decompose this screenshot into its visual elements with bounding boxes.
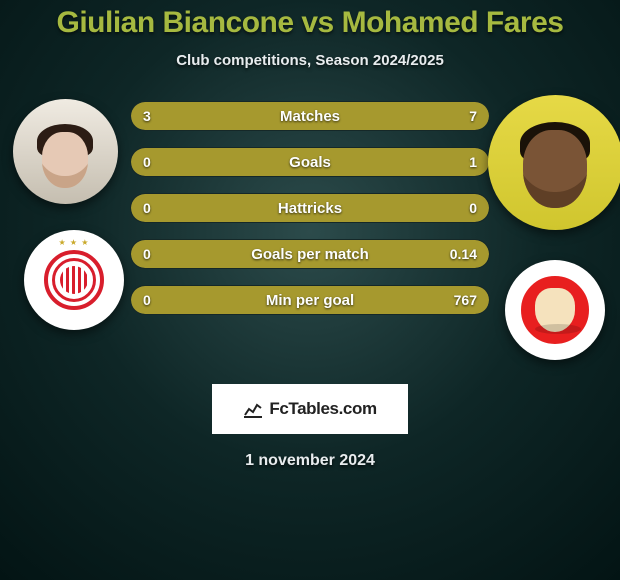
crest-stars-icon: ★ ★ ★ [59, 238, 90, 247]
player-avatar-left [13, 99, 118, 204]
crest-stripes-icon [60, 266, 88, 294]
club-crest-right [518, 273, 592, 347]
branding-text: FcTables.com [269, 399, 376, 419]
stat-label: Matches [131, 102, 489, 130]
player-avatar-right [488, 95, 620, 230]
subtitle: Club competitions, Season 2024/2025 [0, 52, 620, 69]
stat-label: Goals [131, 148, 489, 176]
stat-bar: 00Hattricks [130, 193, 490, 223]
stat-label: Goals per match [131, 240, 489, 268]
stat-label: Min per goal [131, 286, 489, 314]
date-text: 1 november 2024 [0, 452, 620, 470]
stat-bar: 0767Min per goal [130, 285, 490, 315]
club-badge-left: ★ ★ ★ [24, 230, 124, 330]
club-badge-right [505, 260, 605, 360]
right-column [490, 95, 620, 360]
stat-bar: 01Goals [130, 147, 490, 177]
content-root: Giulian Biancone vs Mohamed Fares Club c… [0, 0, 620, 470]
stat-bar: 00.14Goals per match [130, 239, 490, 269]
branding-badge: FcTables.com [212, 384, 408, 434]
stat-bar: 37Matches [130, 101, 490, 131]
club-crest-left: ★ ★ ★ [44, 250, 104, 310]
left-column: ★ ★ ★ [0, 95, 130, 330]
chart-icon [243, 399, 263, 419]
stats-column: 37Matches 01Goals 00Hattricks 00.14Goals pe… [130, 95, 490, 315]
stat-label: Hattricks [131, 194, 489, 222]
page-title: Giulian Biancone vs Mohamed Fares [0, 6, 620, 40]
comparison-layout: ★ ★ ★ 37Matches 01Goals 00Hattricks 00.14Go… [0, 95, 620, 360]
